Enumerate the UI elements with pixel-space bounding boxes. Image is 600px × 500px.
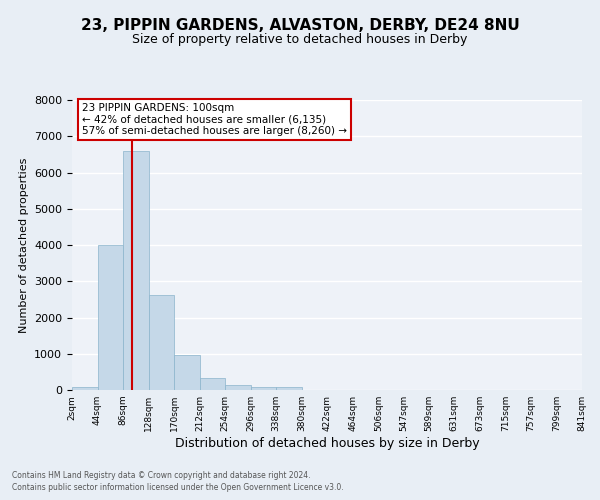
Bar	[225, 386, 251, 390]
Bar	[149, 295, 174, 390]
Bar	[200, 378, 225, 390]
Bar	[72, 388, 98, 390]
Y-axis label: Number of detached properties: Number of detached properties	[19, 158, 29, 332]
Text: 23 PIPPIN GARDENS: 100sqm
← 42% of detached houses are smaller (6,135)
57% of se: 23 PIPPIN GARDENS: 100sqm ← 42% of detac…	[82, 103, 347, 136]
Bar	[123, 151, 149, 390]
Bar	[98, 245, 123, 390]
Text: Contains HM Land Registry data © Crown copyright and database right 2024.: Contains HM Land Registry data © Crown c…	[12, 470, 311, 480]
Bar	[174, 355, 200, 390]
X-axis label: Distribution of detached houses by size in Derby: Distribution of detached houses by size …	[175, 437, 479, 450]
Text: Contains public sector information licensed under the Open Government Licence v3: Contains public sector information licen…	[12, 483, 344, 492]
Bar	[276, 388, 302, 390]
Text: 23, PIPPIN GARDENS, ALVASTON, DERBY, DE24 8NU: 23, PIPPIN GARDENS, ALVASTON, DERBY, DE2…	[80, 18, 520, 32]
Bar	[251, 388, 276, 390]
Text: Size of property relative to detached houses in Derby: Size of property relative to detached ho…	[133, 32, 467, 46]
